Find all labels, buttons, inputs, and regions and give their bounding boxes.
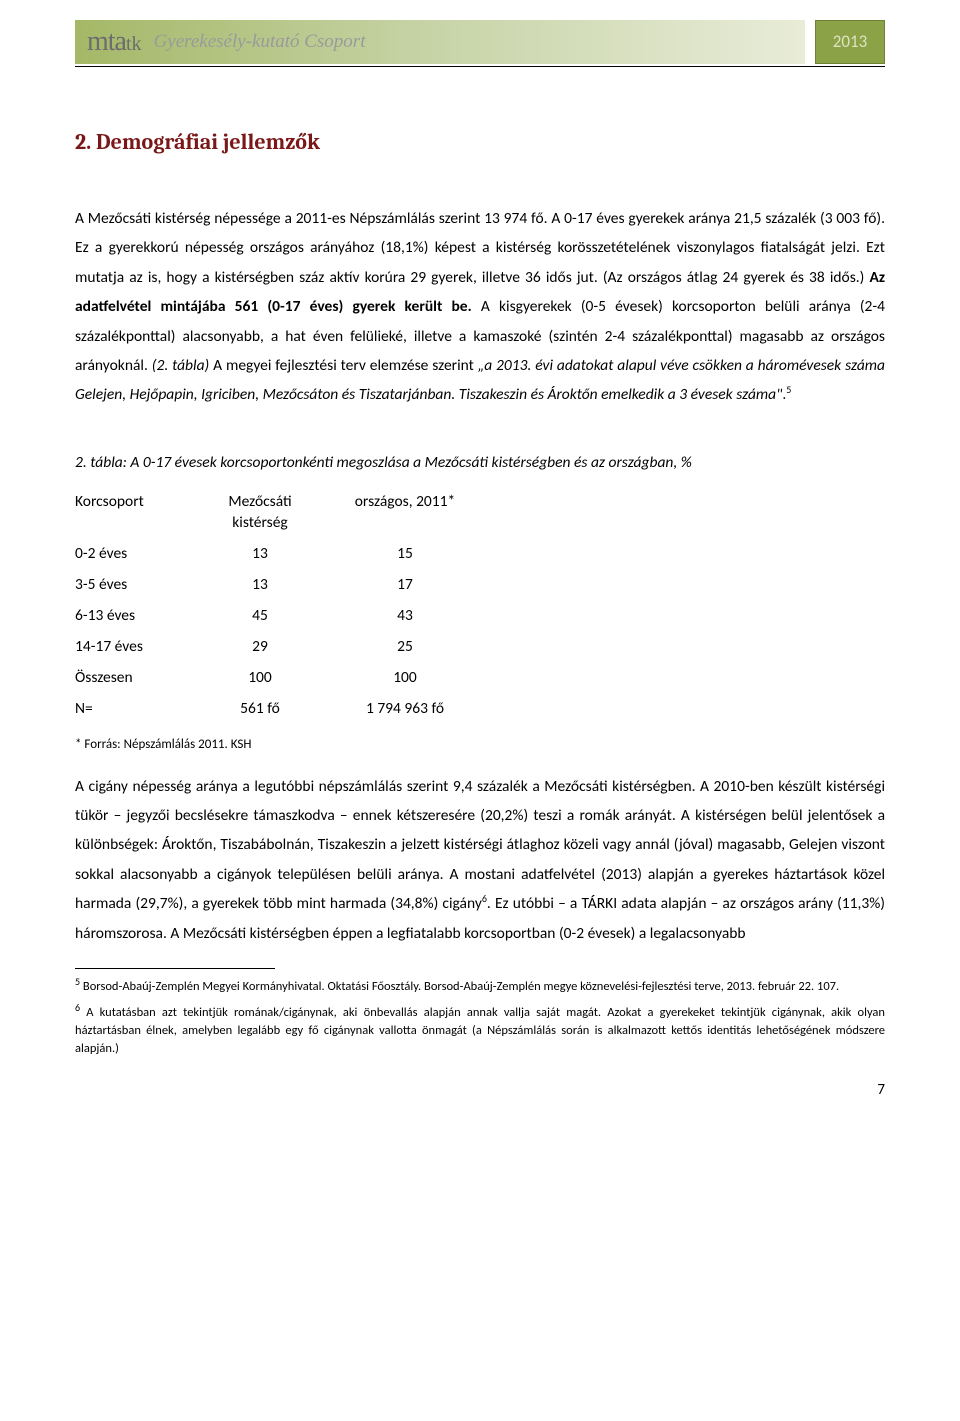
data-table: Korcsoport Mezőcsáti kistérség országos,… — [75, 487, 495, 724]
table-body: 0-2 éves 13 15 3-5 éves 13 17 6-13 éves … — [75, 539, 495, 725]
footnote-5: 5 Borsod-Abaúj-Zemplén Megyei Kormányhiv… — [75, 975, 885, 996]
table-source: * Forrás: Népszámlálás 2011. KSH — [75, 733, 885, 758]
table-row: N= 561 fő 1 794 963 fő — [75, 694, 495, 725]
p1-s5: A megyei fejlesztési terv elemzése szeri… — [209, 356, 477, 375]
year-badge: 2013 — [815, 20, 885, 64]
document-page: mtatk Gyerekesély-kutató Csoport 2013 2.… — [0, 0, 960, 1135]
table-cell: 13 — [205, 539, 345, 570]
table-row: 14-17 éves 29 25 — [75, 632, 495, 663]
table-cell: 45 — [205, 601, 345, 632]
table-cell: Összesen — [75, 663, 205, 694]
table-cell: 3-5 éves — [75, 570, 205, 601]
table-caption: 2. tábla: A 0-17 évesek korcsoportonként… — [75, 448, 885, 477]
p1-s1: A Mezőcsáti kistérség népessége a 2011-e… — [75, 209, 885, 287]
table-cell: 1 794 963 fő — [345, 694, 495, 725]
table-cell: 17 — [345, 570, 495, 601]
logo-suffix: tk — [126, 33, 142, 55]
table-cell: N= — [75, 694, 205, 725]
table-cell: 25 — [345, 632, 495, 663]
table-row: Összesen 100 100 — [75, 663, 495, 694]
table-header: Mezőcsáti kistérség — [205, 487, 345, 539]
table-row: 3-5 éves 13 17 — [75, 570, 495, 601]
footnote-ref-5: 5 — [786, 383, 791, 396]
header-banner: mtatk Gyerekesély-kutató Csoport — [75, 20, 805, 64]
page-header: mtatk Gyerekesély-kutató Csoport 2013 — [75, 20, 885, 67]
footnote-text: A kutatásban azt tekintjük romának/cigán… — [75, 1005, 885, 1056]
table-header: országos, 2011* — [345, 487, 495, 539]
table-header: Korcsoport — [75, 487, 205, 539]
footnote-6: 6 A kutatásban azt tekintjük romának/cig… — [75, 1001, 885, 1059]
table-cell: 29 — [205, 632, 345, 663]
table-cell: 15 — [345, 539, 495, 570]
logo: mtatk — [87, 15, 142, 68]
table-row: 0-2 éves 13 15 — [75, 539, 495, 570]
group-name: Gyerekesély-kutató Csoport — [154, 24, 366, 60]
table-cell: 100 — [345, 663, 495, 694]
table-cell: 0-2 éves — [75, 539, 205, 570]
table-cell: 100 — [205, 663, 345, 694]
section-title: 2. Demográfiai jellemzők — [75, 122, 885, 164]
page-number: 7 — [75, 1076, 885, 1105]
table-cell: 6-13 éves — [75, 601, 205, 632]
table-cell: 14-17 éves — [75, 632, 205, 663]
table-header-row: Korcsoport Mezőcsáti kistérség országos,… — [75, 487, 495, 539]
table-cell: 13 — [205, 570, 345, 601]
year-text: 2013 — [833, 26, 867, 58]
footnote-text: Borsod-Abaúj-Zemplén Megyei Kormányhivat… — [80, 979, 839, 994]
p1-s4: (2. tábla) — [152, 356, 209, 375]
footnote-separator — [75, 968, 275, 969]
table-cell: 561 fő — [205, 694, 345, 725]
paragraph-1: A Mezőcsáti kistérség népessége a 2011-e… — [75, 204, 885, 410]
table-cell: 43 — [345, 601, 495, 632]
table-row: 6-13 éves 45 43 — [75, 601, 495, 632]
paragraph-2: A cigány népesség aránya a legutóbbi nép… — [75, 772, 885, 949]
logo-main: mta — [87, 26, 126, 57]
